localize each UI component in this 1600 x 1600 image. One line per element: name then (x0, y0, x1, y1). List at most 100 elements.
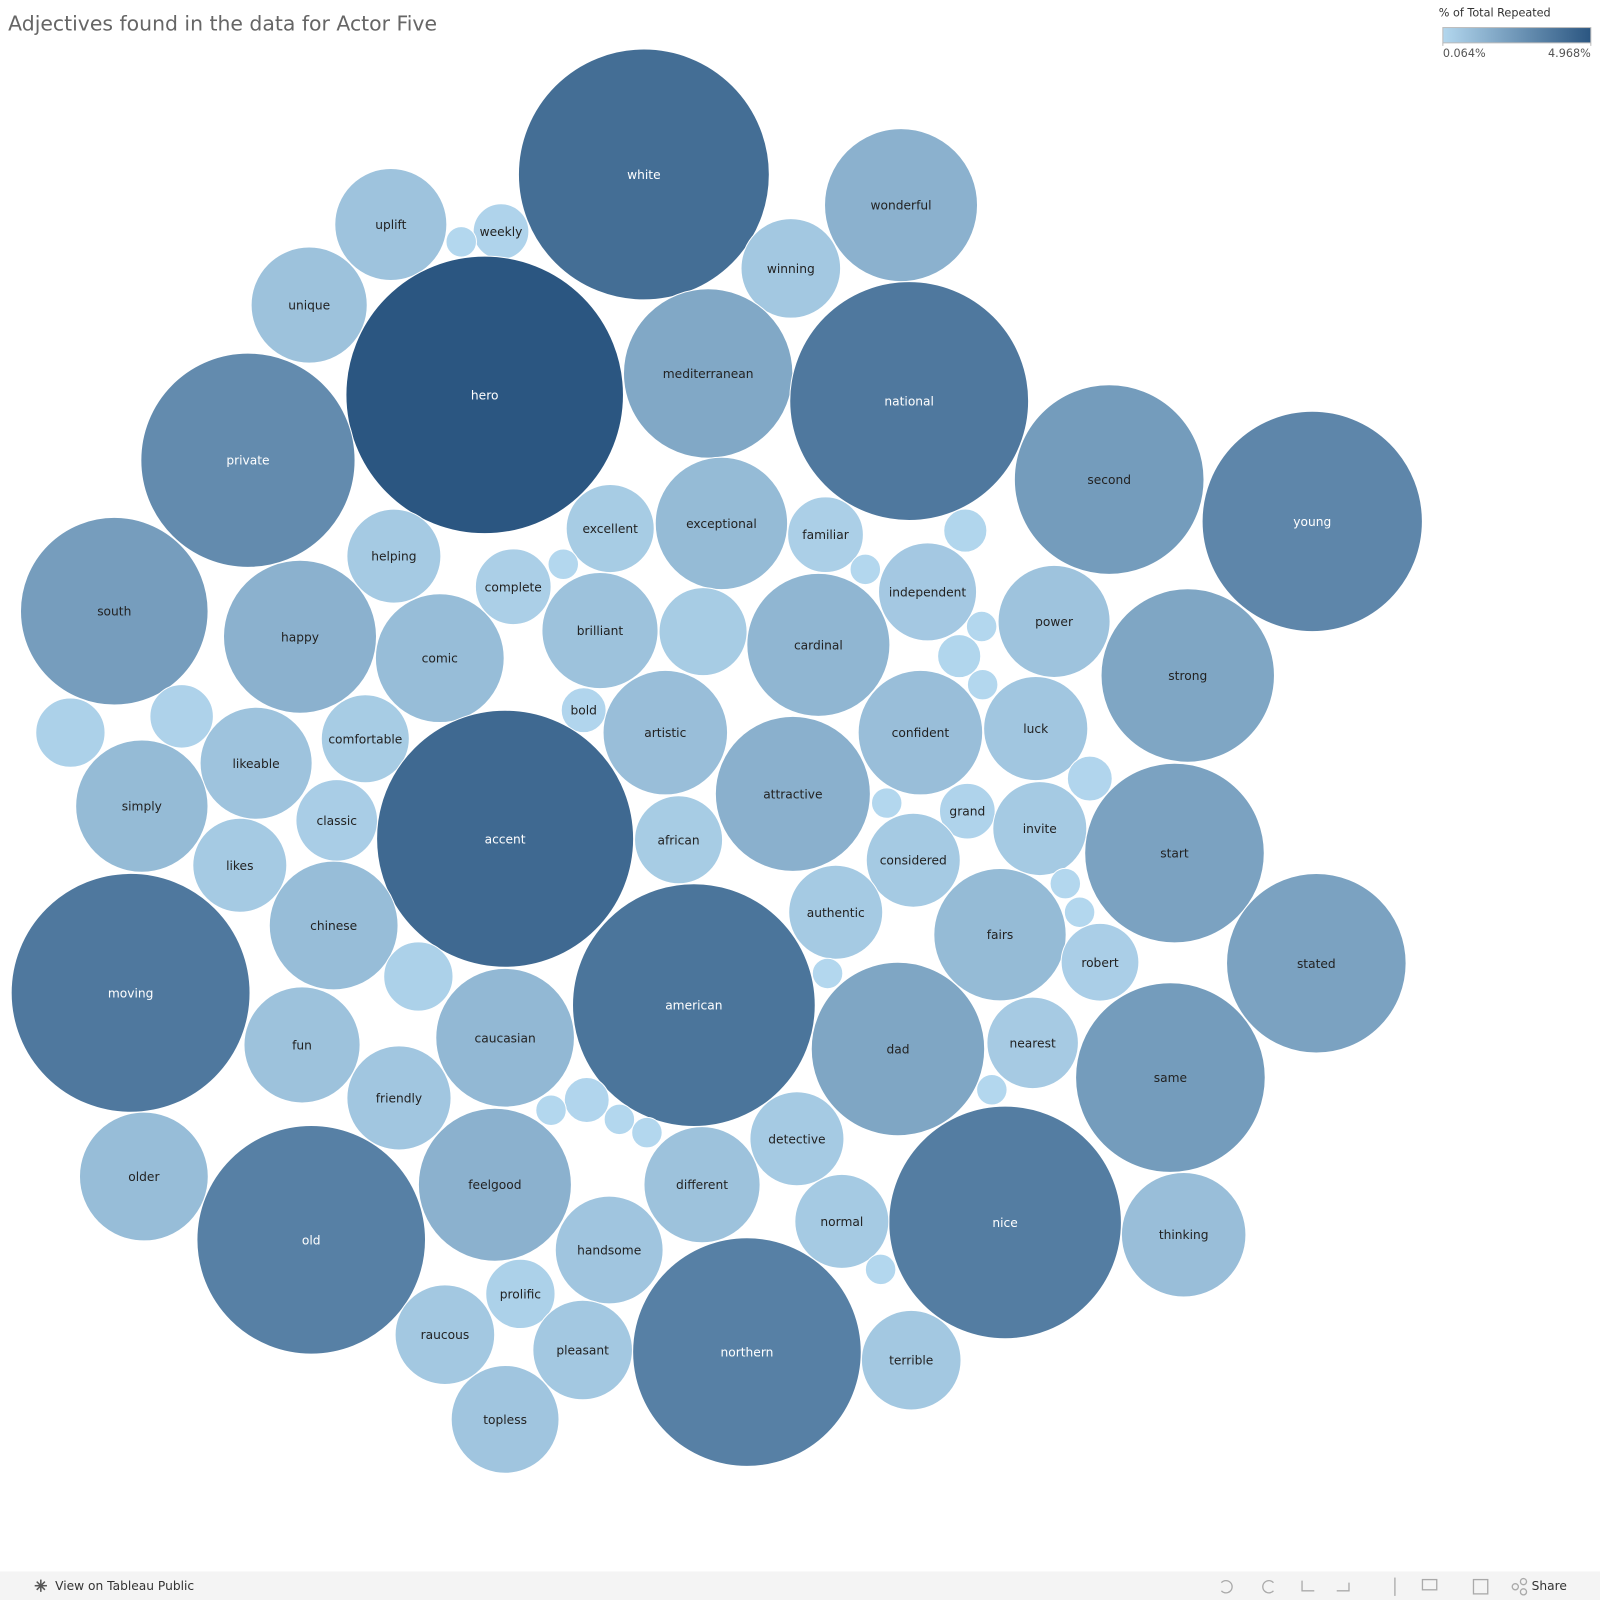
bubble (450, 1364, 560, 1474)
bubble-label: old (302, 1233, 321, 1247)
bubble (435, 967, 575, 1108)
bubble (810, 961, 986, 1137)
bubble-label: moving (108, 986, 154, 1000)
bubble (374, 593, 505, 724)
bubble-label: american (665, 999, 722, 1013)
bubble (870, 787, 903, 819)
bubble-label: raucous (421, 1328, 470, 1342)
bubble (966, 668, 999, 701)
bubble-label: feelgood (468, 1178, 521, 1192)
bubble-label: young (1293, 515, 1331, 529)
chart-title: Adjectives found in the data for Actor F… (8, 11, 437, 35)
bubble (746, 572, 891, 717)
bubble-label: thinking (1159, 1228, 1209, 1242)
bubble-label: nice (992, 1216, 1017, 1230)
bubble (19, 516, 209, 706)
legend-label: 0.064% (1443, 47, 1486, 60)
bubble (997, 564, 1111, 678)
bubble (1013, 384, 1205, 575)
bubble-label: excellent (582, 522, 638, 536)
bubble (864, 1253, 897, 1286)
bubble (485, 1258, 556, 1330)
bubble (986, 996, 1079, 1090)
bubble (857, 669, 984, 796)
bubble (35, 697, 106, 768)
bubble (346, 1045, 452, 1151)
bubble-label: invite (1023, 822, 1057, 836)
bubble-label: second (1087, 473, 1131, 487)
bubble (250, 246, 368, 364)
bubble (376, 709, 635, 968)
bubble-label: start (1160, 847, 1189, 861)
bubble (445, 226, 477, 258)
bubble (417, 1107, 572, 1262)
bubble-label: hero (471, 388, 499, 402)
bubble (547, 548, 580, 581)
bubble (1201, 410, 1423, 633)
bubble (345, 255, 624, 535)
bubble-label: attractive (763, 787, 822, 801)
bubble-label: dad (886, 1043, 909, 1057)
tableau-icon (34, 1579, 47, 1592)
bubble (788, 864, 884, 960)
bubble-label: considered (880, 854, 947, 868)
bubble (789, 281, 1030, 521)
bubble-label: authentic (807, 906, 865, 920)
bubble-label: likeable (233, 757, 280, 771)
bubble-label: stated (1297, 957, 1336, 971)
bubble (320, 694, 410, 784)
footer-bar (0, 1571, 1600, 1600)
bubble (243, 986, 361, 1104)
bubble (943, 508, 988, 553)
bubble (865, 812, 961, 908)
bubble (937, 634, 982, 679)
bubble-label: familiar (802, 528, 849, 542)
bubble-label: mediterranean (663, 367, 754, 381)
bubble (199, 706, 313, 820)
bubble-label: artistic (644, 726, 686, 740)
bubble-label: brilliant (577, 624, 624, 638)
bubble (794, 1173, 890, 1269)
legend: 0.064% 4.968% (1442, 42, 1592, 60)
bubble (878, 542, 978, 642)
bubble (602, 669, 729, 796)
legend-title: % of Total Repeated (1439, 6, 1551, 19)
bubble-label: african (657, 833, 699, 847)
bubble (560, 687, 607, 734)
bubble (75, 739, 209, 873)
bubble (565, 484, 655, 574)
bubble-label: national (884, 395, 934, 409)
bubble-label: older (128, 1170, 160, 1184)
bubble (992, 781, 1088, 877)
bubble-label: strong (1168, 669, 1207, 683)
bubble-label: south (97, 605, 131, 619)
bubble-label: wonderful (871, 199, 932, 213)
bubble-label: complete (485, 580, 542, 594)
share-button[interactable]: Share (1532, 1579, 1567, 1593)
view-link[interactable]: View on Tableau Public (55, 1579, 194, 1593)
bubble (554, 1195, 664, 1305)
bubble (334, 167, 448, 282)
bubble-label: topless (483, 1413, 527, 1427)
bubble (346, 508, 442, 604)
bubble-label: private (226, 454, 269, 468)
bubble-label: caucasian (474, 1031, 535, 1045)
bubble-label: winning (767, 262, 815, 276)
bubble (634, 795, 724, 885)
bubble (1060, 922, 1140, 1002)
bubble-label: normal (820, 1215, 863, 1229)
bubble (222, 559, 378, 714)
bubble (983, 675, 1089, 782)
bubble (268, 860, 399, 991)
bubble-label: bold (570, 704, 596, 718)
bubble (976, 1074, 1008, 1106)
bubble-label: northern (720, 1346, 773, 1360)
bubble (383, 941, 454, 1012)
bubble (631, 1116, 663, 1149)
bubble-label: helping (371, 550, 416, 564)
bubble (149, 684, 214, 749)
bubble (474, 548, 552, 626)
bubble-label: grand (949, 805, 985, 819)
bubble-label: pleasant (556, 1344, 609, 1358)
bubble (811, 957, 844, 990)
